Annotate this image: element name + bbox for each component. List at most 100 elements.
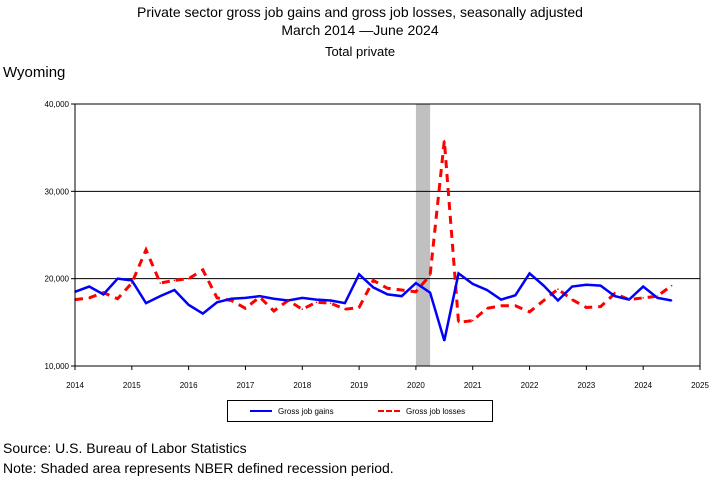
legend-swatch-gains <box>250 410 272 412</box>
region-label: Wyoming <box>3 64 66 81</box>
losses-point <box>273 310 275 312</box>
losses-point <box>656 295 659 297</box>
x-tick-label: 2017 <box>237 381 255 390</box>
gains-point <box>429 291 431 294</box>
recession-note: Note: Shaded area represents NBER define… <box>3 460 394 476</box>
y-axis-ticks: 10,000 20,000 30,000 40,000 <box>45 100 75 371</box>
losses-point <box>542 299 545 302</box>
gains-point <box>528 272 531 275</box>
losses-point <box>301 308 304 311</box>
losses-point <box>102 291 105 294</box>
losses-point <box>386 287 389 290</box>
gains-point <box>471 283 474 285</box>
losses-point <box>585 306 588 309</box>
losses-point <box>159 282 162 284</box>
legend-label-losses: Gross job losses <box>406 406 466 416</box>
losses-point <box>173 279 176 282</box>
losses-point <box>202 269 204 271</box>
gains-point <box>571 285 573 288</box>
gains-point <box>585 283 588 286</box>
y-tick-label: 30,000 <box>45 187 70 196</box>
losses-point <box>514 304 517 307</box>
gains-point <box>344 302 346 304</box>
losses-point <box>557 288 559 290</box>
gains-point <box>88 285 91 288</box>
losses-point <box>528 311 531 313</box>
gains-point <box>131 279 133 282</box>
gains-point <box>542 284 545 287</box>
losses-point <box>258 296 261 298</box>
chart-legend: Gross job gains Gross job losses <box>227 400 493 422</box>
x-tick-label: 2016 <box>180 381 198 390</box>
gains-point <box>457 272 460 275</box>
losses-point <box>642 297 644 299</box>
y-tick-label: 10,000 <box>45 362 70 371</box>
gains-point <box>329 299 332 302</box>
legend-label-gains: Gross job gains <box>278 406 334 416</box>
losses-point <box>88 297 91 299</box>
x-tick-label: 2018 <box>293 381 311 390</box>
losses-point <box>244 307 247 310</box>
losses-point <box>329 302 332 304</box>
x-tick-label: 2024 <box>634 381 652 390</box>
losses-point <box>400 289 403 291</box>
gains-point <box>244 297 247 299</box>
losses-point <box>486 307 488 310</box>
losses-point <box>571 298 573 301</box>
gains-point <box>216 301 218 304</box>
x-tick-label: 2019 <box>350 381 368 390</box>
losses-point <box>315 301 318 304</box>
source-note: Source: U.S. Bureau of Labor Statistics <box>3 440 247 456</box>
x-tick-label: 2022 <box>521 381 539 390</box>
y-tick-label: 20,000 <box>45 275 70 284</box>
gains-point <box>116 277 119 280</box>
x-tick-label: 2014 <box>66 381 84 390</box>
gains-point <box>557 299 559 302</box>
losses-point <box>628 298 630 301</box>
gains-point <box>230 297 233 300</box>
gains-point <box>599 284 602 287</box>
gains-point <box>159 295 162 297</box>
gains-point <box>514 294 517 297</box>
losses-point <box>344 308 346 311</box>
losses-point <box>500 304 502 307</box>
losses-point <box>599 305 602 308</box>
gains-point <box>145 302 147 304</box>
losses-point <box>457 321 460 324</box>
data-points <box>74 139 673 342</box>
legend-swatch-losses <box>378 410 400 412</box>
recession-band <box>415 104 431 366</box>
gains-point <box>486 289 488 291</box>
x-tick-label: 2023 <box>577 381 595 390</box>
gains-point <box>273 297 275 300</box>
gains-point <box>358 273 360 276</box>
losses-point <box>471 319 474 322</box>
gains-point <box>670 299 673 302</box>
gains-point <box>386 293 389 296</box>
gains-point <box>642 285 644 288</box>
chart-title: Private sector gross job gains and gross… <box>137 4 583 20</box>
gains-point <box>102 293 105 296</box>
losses-point <box>415 290 417 293</box>
losses-point <box>131 282 133 284</box>
losses-point <box>230 299 233 302</box>
gains-point <box>372 286 375 289</box>
gains-point <box>415 282 417 284</box>
losses-point <box>358 306 360 309</box>
losses-point <box>287 299 289 302</box>
gains-point <box>656 297 659 299</box>
losses-point <box>116 297 119 300</box>
gains-point <box>202 312 204 315</box>
gains-point <box>443 339 446 342</box>
gains-point <box>400 295 403 297</box>
chart-industry: Total private <box>324 44 396 59</box>
gridlines <box>75 190 700 280</box>
losses-point <box>145 249 147 251</box>
gains-point <box>613 295 616 297</box>
losses-point <box>613 292 616 295</box>
y-tick-label: 40,000 <box>45 100 70 109</box>
gains-point <box>301 297 304 299</box>
legend-item-losses: Gross job losses <box>378 401 465 421</box>
losses-point <box>216 297 218 299</box>
